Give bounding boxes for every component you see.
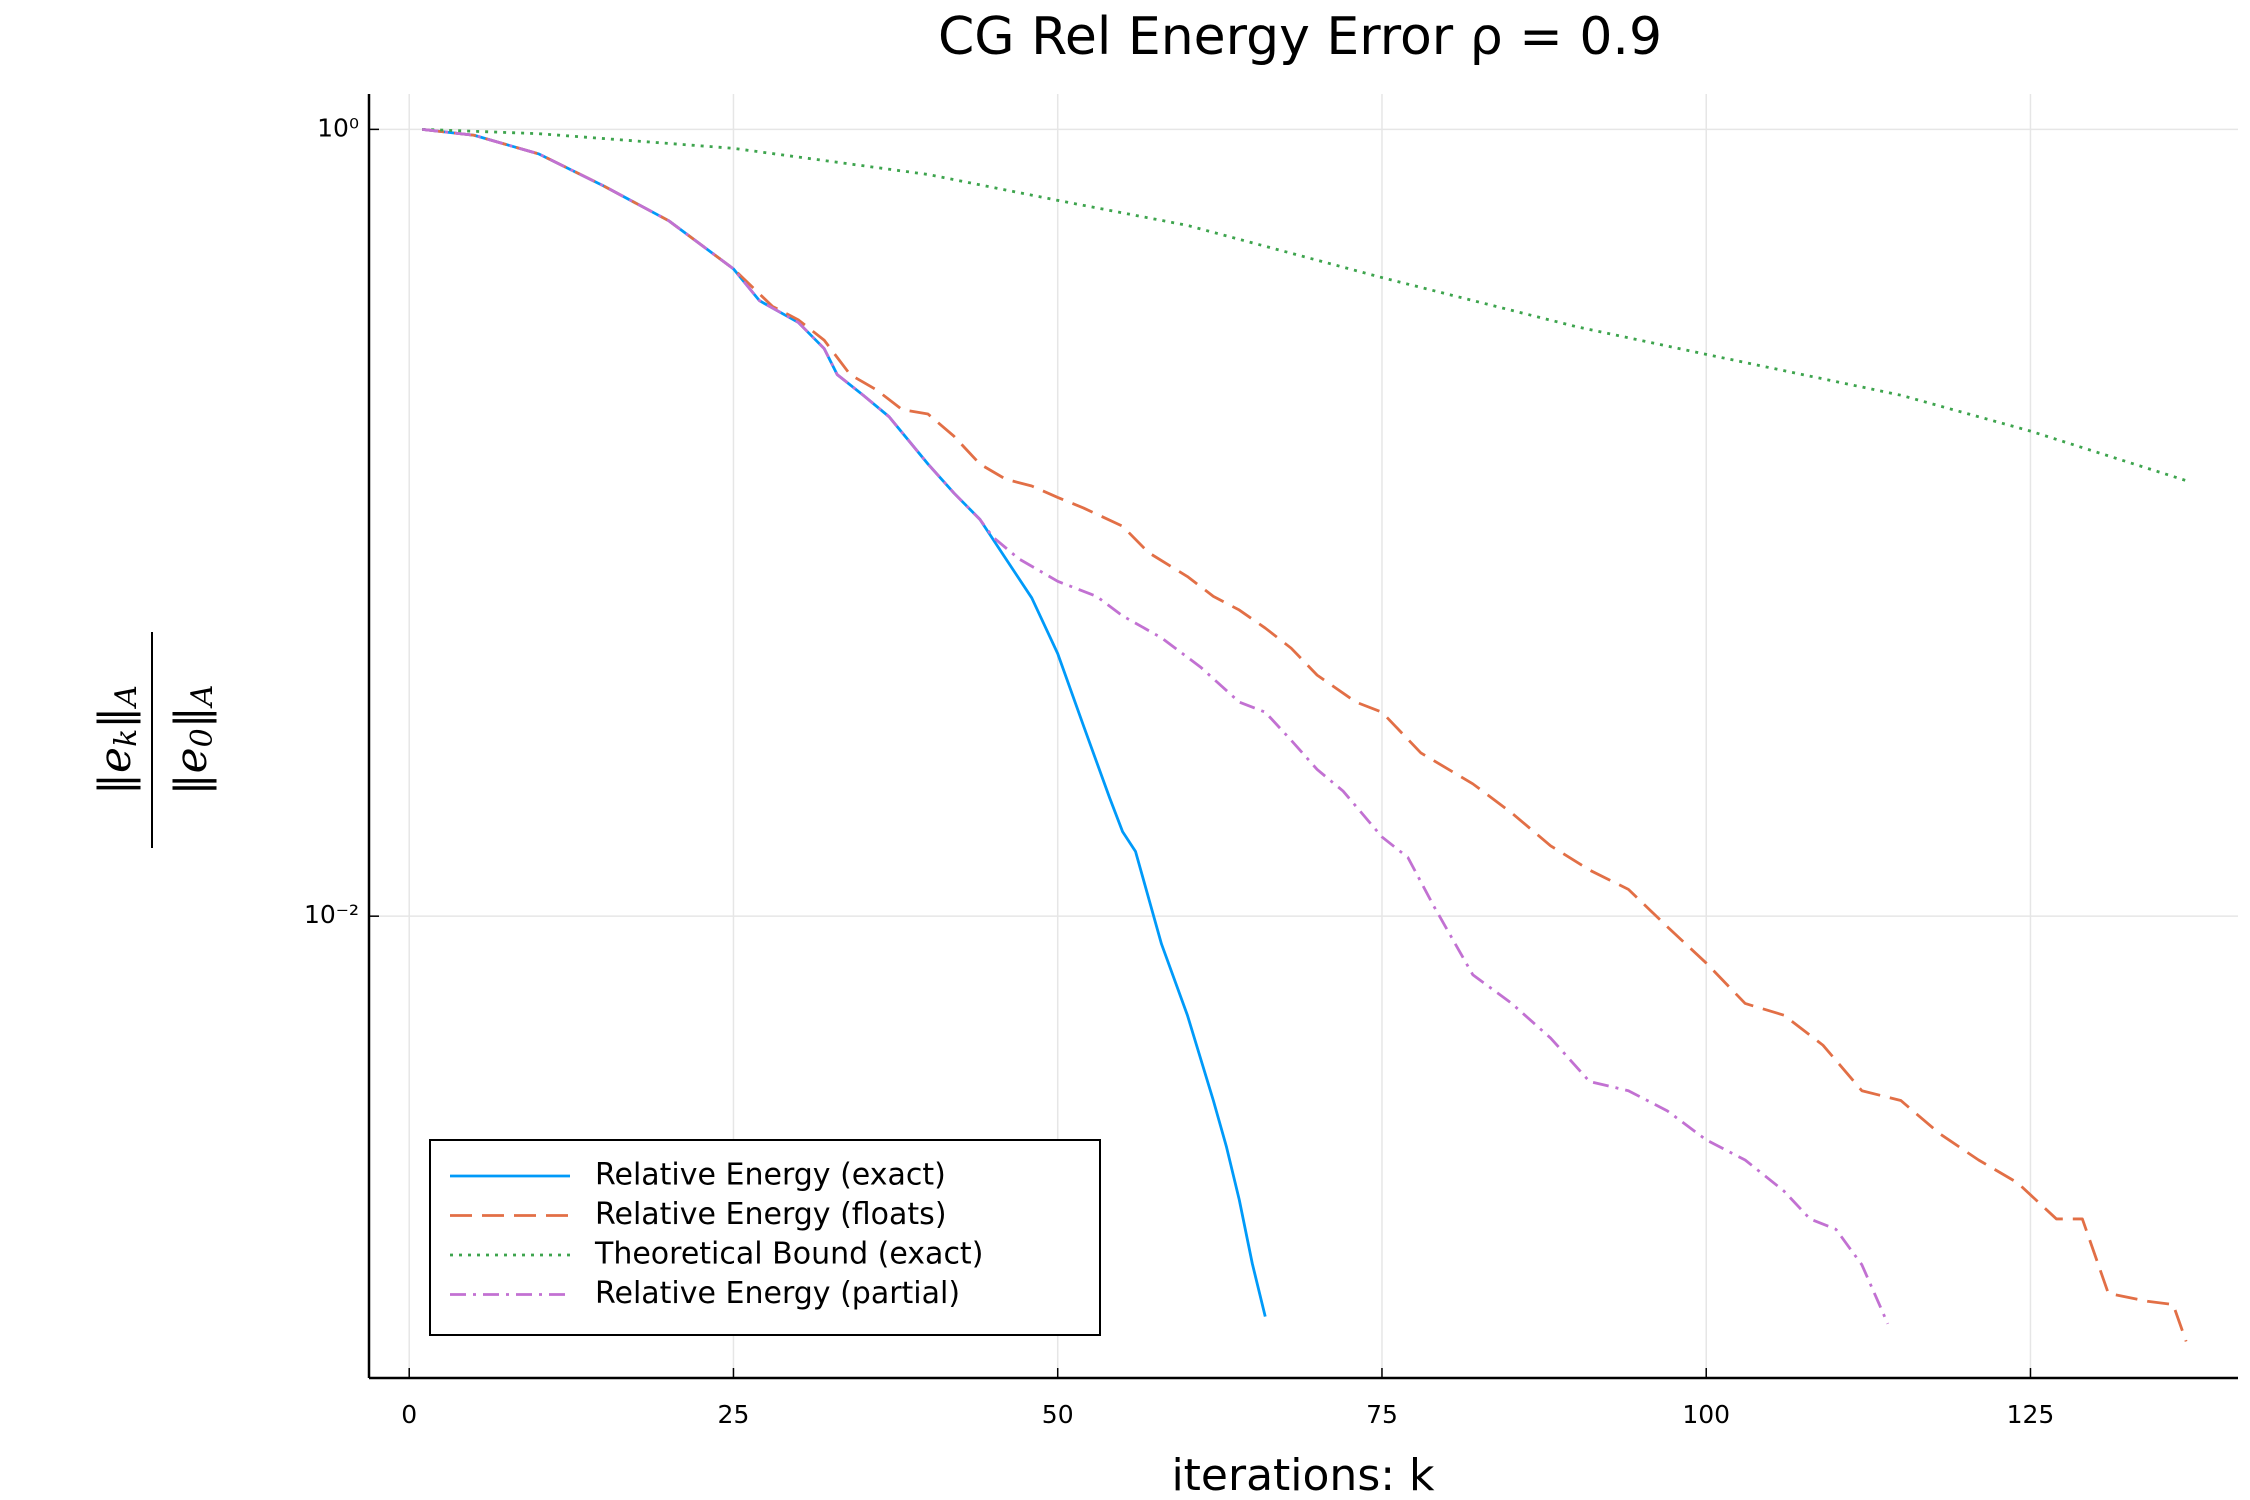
label-part: ‖e bbox=[166, 747, 217, 795]
legend-label: Relative Energy (exact) bbox=[595, 1158, 946, 1193]
x-tick-label: 0 bbox=[401, 1400, 417, 1429]
x-tick-label: 25 bbox=[718, 1400, 750, 1429]
label-part: ‖ bbox=[166, 706, 217, 728]
y-tick-label: 10⁰ bbox=[317, 113, 359, 142]
legend-box bbox=[429, 1139, 1101, 1336]
y-label-numerator: ‖ek‖A bbox=[90, 685, 145, 795]
legend-label: Relative Energy (partial) bbox=[595, 1276, 960, 1311]
x-tick-label: 75 bbox=[1366, 1400, 1398, 1429]
subscript: A bbox=[109, 685, 144, 710]
label-part: ‖ bbox=[90, 707, 141, 729]
label-part: ‖e bbox=[90, 747, 141, 795]
x-tick-label: 125 bbox=[2007, 1400, 2055, 1429]
series-line bbox=[422, 127, 2187, 482]
legend-label: Theoretical Bound (exact) bbox=[594, 1237, 983, 1272]
x-axis-label: iterations: k bbox=[1171, 1450, 1435, 1500]
y-tick-label: 10⁻² bbox=[304, 900, 359, 929]
subscript: A bbox=[185, 685, 220, 710]
subscript: 0 bbox=[185, 728, 220, 747]
subscript: k bbox=[109, 729, 144, 747]
x-tick-label: 50 bbox=[1042, 1400, 1074, 1429]
series-line bbox=[422, 127, 2188, 1342]
series-line bbox=[422, 127, 1890, 1325]
y-label-denominator: ‖e0‖A bbox=[166, 685, 221, 796]
y-axis-label: ‖ek‖A‖e0‖A bbox=[90, 632, 221, 848]
chart-title: CG Rel Energy Error ρ = 0.9 bbox=[938, 7, 1662, 67]
legend-label: Relative Energy (floats) bbox=[595, 1197, 947, 1232]
x-tick-label: 100 bbox=[1682, 1400, 1730, 1429]
